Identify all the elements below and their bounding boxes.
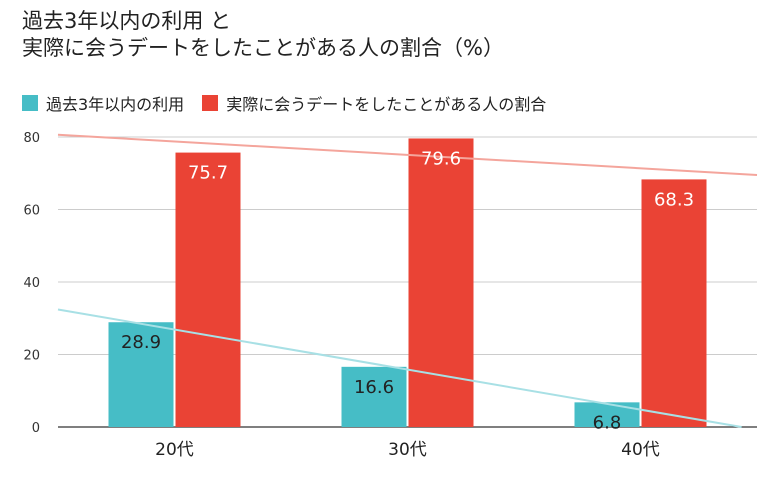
y-tick-label-60: 60	[23, 204, 40, 219]
x-tick-label-0: 20代	[155, 440, 194, 460]
y-tick-label-20: 20	[23, 349, 40, 364]
data-labels: 28.9 75.7 16.6 79.6 6.8 68.3	[121, 148, 694, 433]
legend-item-date-rate: 実際に会うデートをしたことがある人の割合	[202, 91, 546, 115]
legend-label-date-rate: 実際に会うデートをしたことがある人の割合	[226, 95, 547, 114]
y-axis-ticks: 0 20 40 60 80	[23, 131, 40, 436]
data-label-date-rate-0: 75.7	[188, 163, 228, 184]
x-tick-label-1: 30代	[388, 440, 427, 460]
x-tick-label-2: 40代	[621, 440, 660, 460]
bar-usage-0	[108, 322, 174, 427]
bar-date-rate-1	[408, 138, 474, 427]
legend-swatch-usage	[22, 95, 38, 111]
x-axis-ticks: 20代 30代 40代	[155, 440, 660, 460]
bar-date-rate-2	[641, 179, 707, 427]
bar-usage-2	[574, 402, 640, 427]
chart-title-line-2: 実際に会うデートをしたことがある人の割合（%）	[22, 36, 504, 60]
y-tick-label-0: 0	[32, 421, 40, 436]
data-label-date-rate-1: 79.6	[421, 148, 461, 169]
bar-date-rate-0	[175, 152, 241, 427]
chart-title: 過去3年以内の利用 と 実際に会うデートをしたことがある人の割合（%）	[22, 8, 504, 62]
y-tick-label-40: 40	[23, 276, 40, 291]
chart-legend: 過去3年以内の利用 実際に会うデートをしたことがある人の割合	[22, 92, 564, 114]
data-label-usage-0: 28.9	[121, 332, 161, 353]
trendline-usage	[57, 308, 742, 428]
bar-usage-1	[341, 366, 407, 427]
data-label-date-rate-2: 68.3	[654, 189, 694, 210]
legend-swatch-date-rate	[202, 95, 219, 111]
chart-title-line-1: 過去3年以内の利用 と	[22, 9, 232, 33]
trendline-date-rate	[57, 133, 758, 177]
legend-label-usage: 過去3年以内の利用	[46, 95, 185, 114]
trendlines	[57, 133, 758, 428]
grid-lines	[58, 136, 757, 428]
data-label-usage-2: 6.8	[593, 412, 622, 433]
legend-item-usage: 過去3年以内の利用	[22, 91, 184, 115]
data-label-usage-1: 16.6	[354, 377, 394, 398]
y-tick-label-80: 80	[23, 131, 40, 146]
